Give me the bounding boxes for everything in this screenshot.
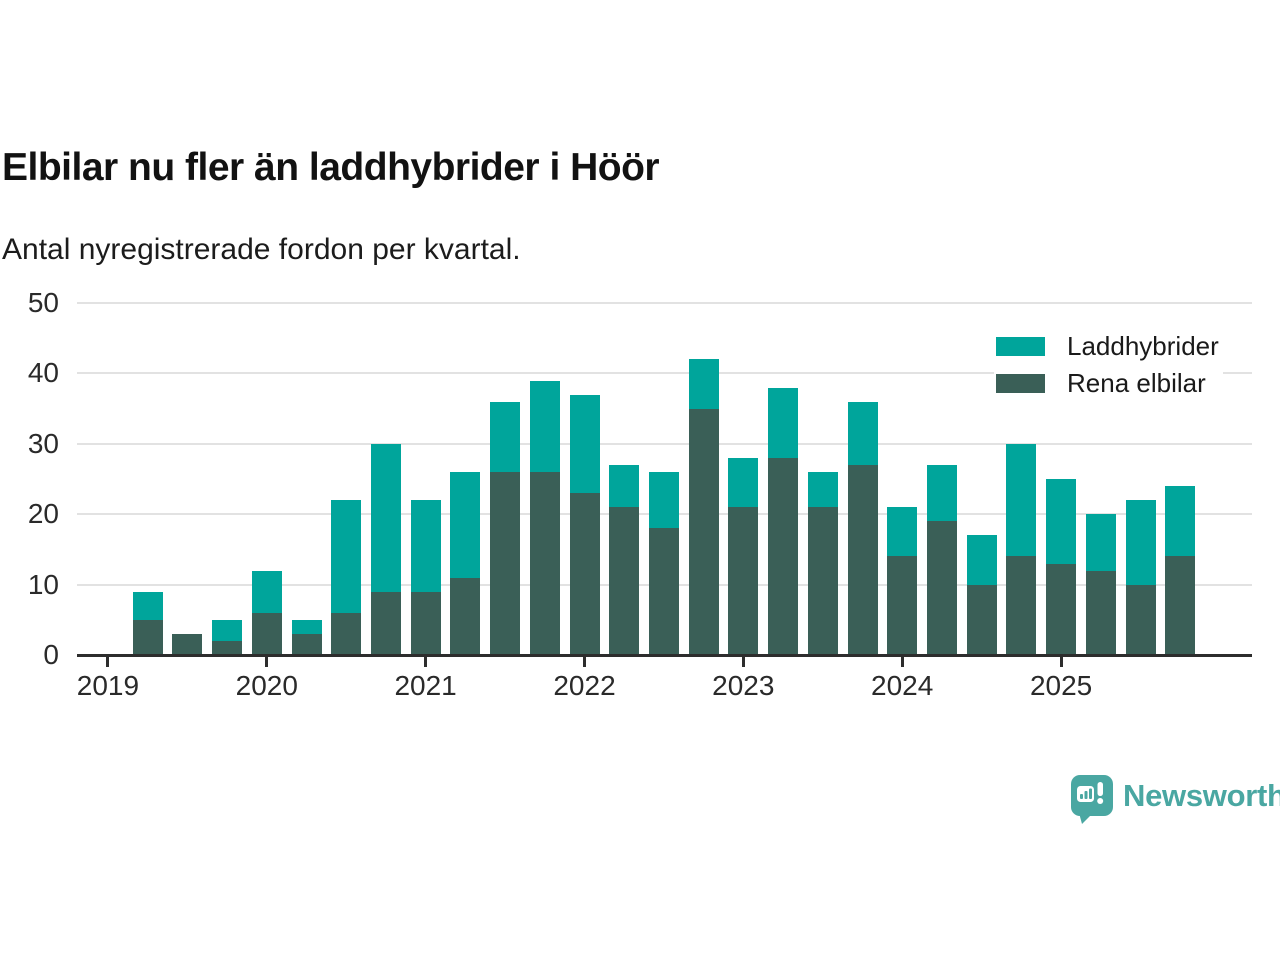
- legend-item-rena-elbilar: Rena elbilar: [996, 365, 1219, 402]
- x-tick-2022: [583, 657, 586, 667]
- y-axis-label-30: 30: [27, 427, 59, 459]
- bar-2023-q2-rena-elbilar: [768, 457, 799, 655]
- y-axis-label-40: 40: [27, 357, 59, 389]
- x-tick-2019: [106, 657, 110, 667]
- bar-2025-q4-laddhybrider: [1165, 486, 1196, 557]
- bar-2021-q2-laddhybrider: [450, 472, 481, 578]
- legend-label-rena-elbilar: Rena elbilar: [1067, 368, 1206, 398]
- x-axis-label-2021: 2021: [394, 670, 457, 701]
- bar-2025-q3-rena-elbilar: [1125, 584, 1156, 655]
- bar-2020-q3-laddhybrider: [331, 500, 362, 613]
- bar-2021-q4-rena-elbilar: [529, 472, 560, 655]
- legend: Laddhybrider Rena elbilar: [994, 326, 1223, 404]
- legend-swatch-rena-elbilar: [996, 374, 1045, 393]
- x-axis-label-2020: 2020: [235, 670, 298, 701]
- bar-2021-q1-rena-elbilar: [410, 591, 441, 655]
- x-axis-label-2024: 2024: [871, 670, 934, 701]
- bar-2022-q4-rena-elbilar: [688, 408, 719, 655]
- bar-2019-q4-rena-elbilar: [212, 640, 242, 655]
- x-tick-2021: [424, 657, 428, 667]
- bar-2023-q3-laddhybrider: [807, 472, 838, 508]
- bar-2020-q2-laddhybrider: [291, 619, 322, 634]
- gridline-y-40: [77, 372, 1252, 375]
- bar-2025-q4-rena-elbilar: [1165, 556, 1196, 655]
- newsworthy-logo-icon: [1071, 775, 1113, 824]
- y-axis-label-0: 0: [43, 639, 59, 670]
- legend-item-laddhybrider: Laddhybrider: [996, 328, 1219, 365]
- bar-2024-q1-laddhybrider: [887, 507, 918, 557]
- bar-2022-q2-rena-elbilar: [609, 507, 640, 655]
- gridline-y-50: [77, 302, 1252, 304]
- bar-2025-q1-rena-elbilar: [1046, 563, 1077, 655]
- bar-2025-q3-laddhybrider: [1125, 500, 1156, 585]
- x-tick-2020: [265, 657, 269, 667]
- bar-2019-q2-laddhybrider: [132, 591, 163, 620]
- x-axis-label-2023: 2023: [712, 670, 775, 701]
- bar-2020-q4-laddhybrider: [370, 443, 401, 592]
- bar-2021-q3-laddhybrider: [490, 401, 521, 472]
- bar-2024-q1-rena-elbilar: [887, 556, 918, 655]
- bar-2023-q4-rena-elbilar: [847, 464, 878, 655]
- bar-2023-q2-laddhybrider: [768, 387, 799, 458]
- y-axis-label-20: 20: [27, 498, 59, 530]
- x-axis-label-2022: 2022: [553, 670, 616, 701]
- x-tick-2025: [1059, 657, 1063, 667]
- gridline-y-30: [77, 442, 1252, 445]
- bar-2024-q3-rena-elbilar: [966, 584, 997, 655]
- bar-2025-q2-laddhybrider: [1085, 514, 1116, 571]
- bar-2020-q4-rena-elbilar: [370, 591, 401, 655]
- bar-2025-q2-rena-elbilar: [1085, 570, 1116, 655]
- y-axis-label-50: 50: [27, 287, 59, 318]
- bar-2024-q4-laddhybrider: [1006, 443, 1037, 557]
- bar-2024-q4-rena-elbilar: [1006, 556, 1037, 655]
- bar-2019-q3-rena-elbilar: [172, 633, 203, 655]
- x-tick-2024: [900, 657, 904, 667]
- bar-2022-q3-laddhybrider: [648, 472, 679, 529]
- bar-2023-q3-rena-elbilar: [807, 507, 838, 655]
- chart-title: Elbilar nu fler än laddhybrider i Höör: [2, 146, 660, 189]
- bar-2020-q1-rena-elbilar: [251, 612, 282, 655]
- x-axis-label-2019: 2019: [76, 670, 140, 701]
- bar-2021-q1-laddhybrider: [410, 500, 441, 592]
- newsworthy-branding: Newsworthy: [1070, 774, 1280, 824]
- bar-2024-q3-laddhybrider: [966, 535, 997, 585]
- y-axis-label-10: 10: [27, 568, 59, 600]
- bar-2021-q2-rena-elbilar: [450, 577, 481, 655]
- bars-layer: [77, 303, 1252, 655]
- x-axis-line: [77, 654, 1252, 657]
- bar-2022-q1-laddhybrider: [569, 394, 600, 494]
- bar-2022-q2-laddhybrider: [609, 465, 640, 508]
- x-tick-2023: [741, 657, 745, 667]
- bar-2021-q3-rena-elbilar: [490, 472, 521, 655]
- bar-2025-q1-laddhybrider: [1046, 479, 1077, 564]
- legend-label-laddhybrider: Laddhybrider: [1067, 331, 1219, 361]
- bar-2022-q3-rena-elbilar: [648, 528, 679, 655]
- legend-swatch-laddhybrider: [996, 337, 1045, 356]
- bar-2020-q3-rena-elbilar: [331, 612, 362, 655]
- bar-2020-q1-laddhybrider: [251, 570, 282, 613]
- bar-2023-q1-rena-elbilar: [728, 507, 759, 655]
- bar-2021-q4-laddhybrider: [529, 380, 560, 472]
- bar-2024-q2-rena-elbilar: [926, 521, 957, 655]
- bar-2022-q1-rena-elbilar: [569, 493, 600, 655]
- x-axis-label-2025: 2025: [1029, 670, 1093, 701]
- bar-2023-q1-laddhybrider: [728, 457, 759, 508]
- newsworthy-wordmark: Newsworthy: [1123, 778, 1280, 813]
- bar-2022-q4-laddhybrider: [688, 359, 719, 409]
- plot-area: 0 10 20 30 40 50 2019 2020 2021 2022 2023 2024 2025: [28, 287, 1252, 701]
- chart-subtitle: Antal nyregistrerade fordon per kvartal.: [2, 233, 521, 266]
- bar-2023-q4-laddhybrider: [847, 401, 878, 465]
- bar-2019-q2-rena-elbilar: [132, 619, 163, 655]
- bar-2024-q2-laddhybrider: [926, 464, 957, 522]
- bar-2019-q4-laddhybrider: [212, 619, 242, 641]
- bar-2020-q2-rena-elbilar: [291, 633, 322, 655]
